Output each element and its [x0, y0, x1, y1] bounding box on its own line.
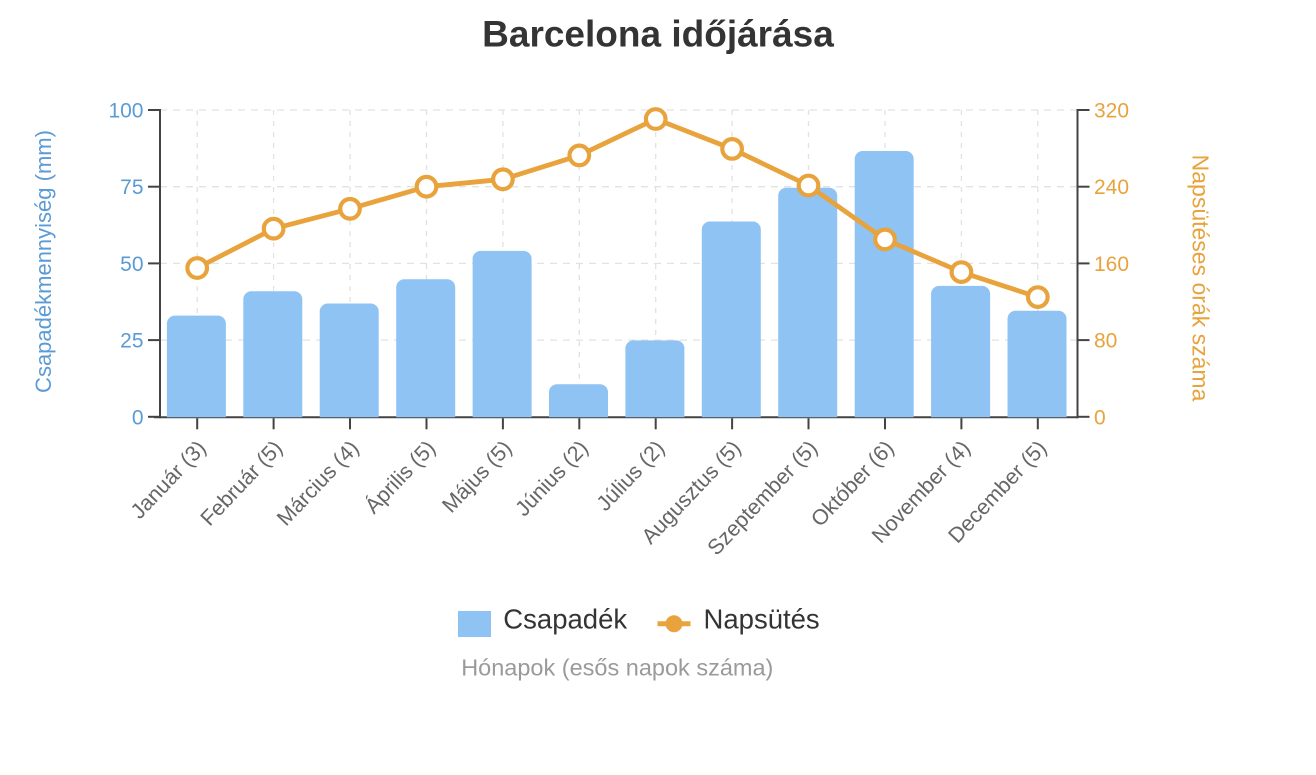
svg-text:Hónapok (esős napok száma): Hónapok (esős napok száma)	[461, 654, 773, 680]
svg-text:160: 160	[1094, 253, 1129, 276]
svg-text:100: 100	[108, 100, 143, 123]
svg-text:25: 25	[120, 330, 143, 353]
svg-text:80: 80	[1094, 330, 1117, 353]
svg-text:75: 75	[120, 176, 143, 199]
svg-text:320: 320	[1094, 100, 1129, 123]
svg-text:50: 50	[120, 253, 143, 276]
svg-text:Napsütéses órák száma: Napsütéses órák száma	[1188, 155, 1214, 402]
svg-text:Csapadékmennyiség (mm): Csapadékmennyiség (mm)	[31, 130, 56, 393]
svg-text:0: 0	[1094, 406, 1106, 429]
svg-text:0: 0	[132, 406, 144, 429]
svg-text:Csapadék: Csapadék	[503, 604, 627, 635]
svg-text:240: 240	[1094, 176, 1129, 199]
svg-text:Barcelona időjárása: Barcelona időjárása	[482, 14, 834, 55]
svg-text:Napsütés: Napsütés	[704, 604, 820, 635]
